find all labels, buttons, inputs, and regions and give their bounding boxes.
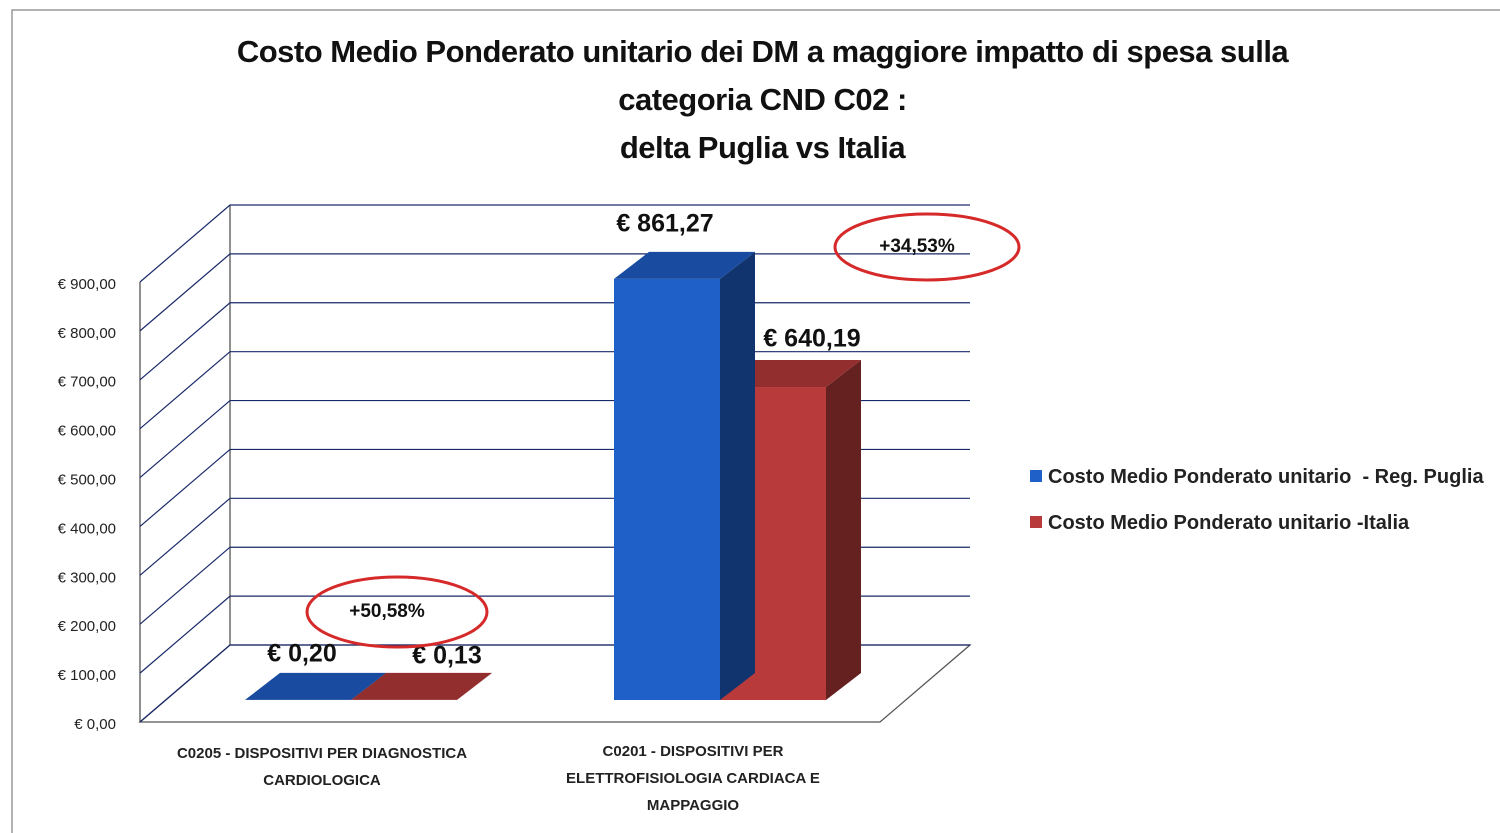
legend-item: Costo Medio Ponderato unitario -Italia [1030, 512, 1409, 535]
bar-side [351, 672, 386, 700]
annotation: +34,53% [879, 236, 955, 257]
frame [11, 9, 1500, 833]
x-tick-label: C0201 - DISPOSITIVI PER ELETTROFISIOLOGI… [566, 743, 820, 814]
y-tick-label: € 100,00 [58, 667, 116, 684]
y-tick-label: € 700,00 [58, 374, 116, 391]
value-label: € 640,19 [763, 325, 860, 353]
chart-title: Costo Medio Ponderato unitario dei DM a … [236, 34, 1289, 165]
grid-line [139, 204, 970, 283]
bar-top [614, 251, 755, 279]
annotation-ellipse [833, 212, 1021, 282]
y-tick-label: € 400,00 [58, 520, 116, 537]
value-label: € 861,27 [616, 210, 713, 238]
x-tick-label: C0205 - DISPOSITIVI PER DIAGNOSTICA CARD… [176, 745, 468, 789]
value-label: € 0,20 [267, 640, 337, 668]
annotation-ellipse [305, 575, 489, 649]
y-tick-label: € 600,00 [58, 423, 116, 440]
y-tick-label: € 500,00 [58, 472, 116, 489]
bar [614, 278, 720, 700]
y-tick-label: € 800,00 [58, 325, 116, 342]
bar-top [351, 672, 492, 700]
grid-line [139, 253, 970, 332]
y-tick-label: € 0,00 [74, 716, 116, 733]
bar-side [720, 251, 755, 700]
y-tick-label: € 200,00 [58, 618, 116, 635]
y-tick-label: € 900,00 [58, 276, 116, 293]
bar-top [245, 672, 386, 700]
legend-swatch [1030, 516, 1042, 528]
annotation: +50,58% [349, 601, 425, 622]
y-tick-label: € 300,00 [58, 569, 116, 586]
legend-swatch [1030, 470, 1042, 482]
bar-top [720, 360, 861, 388]
legend-item: Costo Medio Ponderato unitario - Reg. Pu… [1030, 466, 1484, 489]
bar-side [457, 672, 492, 700]
bar-side [826, 360, 861, 700]
legend-label: Costo Medio Ponderato unitario - Reg. Pu… [1048, 466, 1484, 488]
legend-label: Costo Medio Ponderato unitario -Italia [1048, 512, 1410, 534]
